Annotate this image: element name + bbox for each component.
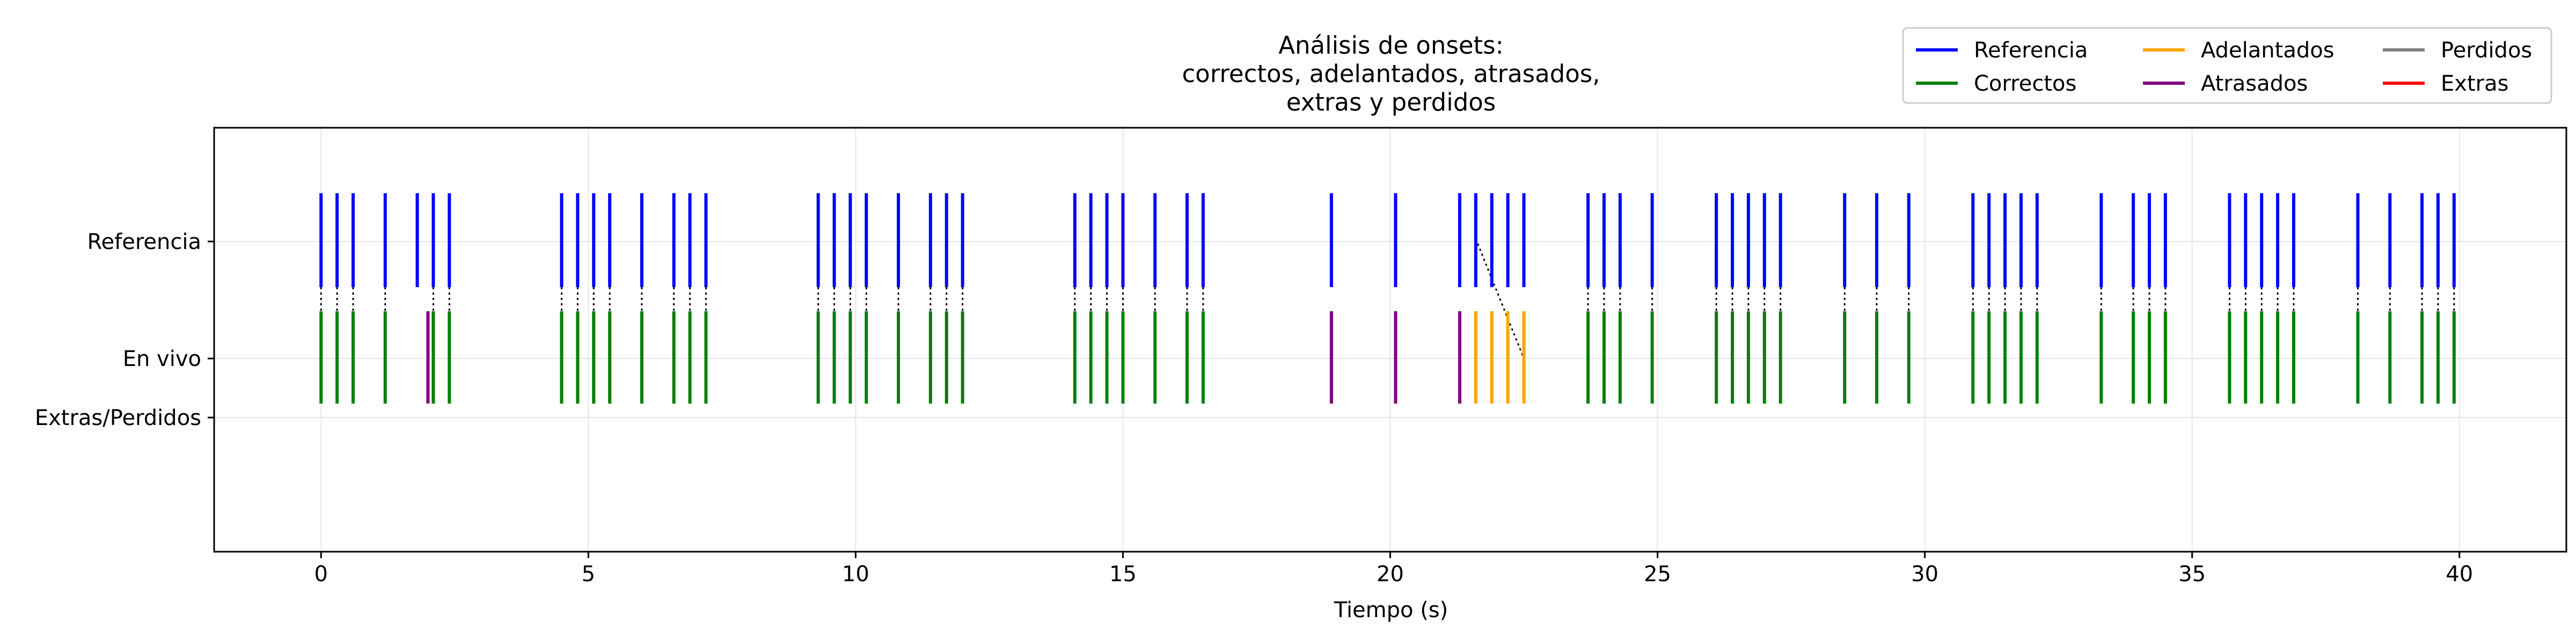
y-tick-label: En vivo — [123, 347, 201, 371]
title-line-3: extras y perdidos — [1286, 88, 1496, 116]
x-tick-label: 15 — [1109, 562, 1137, 587]
chart-title: Análisis de onsets: correctos, adelantad… — [1182, 31, 1600, 116]
grid-lines — [214, 128, 2566, 552]
legend-label: Adelantados — [2201, 38, 2334, 63]
x-tick-label: 30 — [1911, 562, 1938, 587]
legend-label: Perdidos — [2441, 38, 2532, 63]
legend: Referencia Correctos Adelantados Atrasados P… — [1902, 27, 2552, 104]
event-markers — [319, 193, 2456, 404]
legend-label: Atrasados — [2201, 71, 2308, 96]
x-tick-label: 20 — [1377, 562, 1404, 587]
mismatch-link — [1475, 238, 1525, 359]
x-tick-label: 10 — [842, 562, 869, 587]
x-axis-label: Tiempo (s) — [1334, 598, 1448, 623]
legend-label: Correctos — [1974, 71, 2076, 96]
x-tick-label: 40 — [2446, 562, 2473, 587]
y-tick-label: Referencia — [87, 230, 201, 254]
title-line-1: Análisis de onsets: — [1278, 31, 1504, 60]
y-axis-ticks: Referencia En vivo Extras/Perdidos — [35, 230, 214, 430]
x-tick-label: 25 — [1644, 562, 1671, 587]
y-tick-label: Extras/Perdidos — [35, 406, 201, 430]
x-axis-ticks: 0 5 10 15 20 25 30 35 40 — [314, 552, 2473, 587]
x-tick-label: 0 — [314, 562, 328, 587]
title-line-2: correctos, adelantados, atrasados, — [1182, 60, 1600, 88]
x-tick-label: 5 — [582, 562, 595, 587]
x-tick-label: 35 — [2178, 562, 2206, 587]
legend-label: Extras — [2441, 71, 2508, 96]
legend-label: Referencia — [1974, 38, 2088, 63]
